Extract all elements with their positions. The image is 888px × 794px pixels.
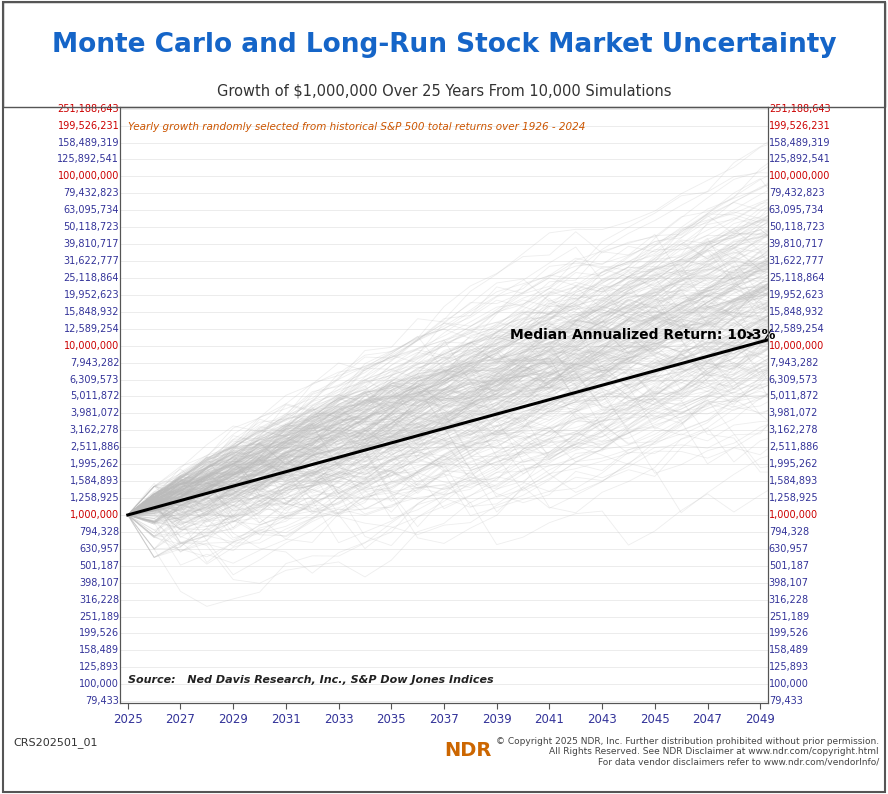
Text: 12,589,254: 12,589,254 (63, 324, 119, 333)
Text: 125,892,541: 125,892,541 (769, 155, 830, 164)
Text: 25,118,864: 25,118,864 (769, 273, 824, 283)
Text: 15,848,932: 15,848,932 (769, 306, 824, 317)
Text: 125,893: 125,893 (79, 662, 119, 673)
Text: 10,000,000: 10,000,000 (769, 341, 824, 351)
Text: 251,189: 251,189 (79, 611, 119, 622)
Text: 398,107: 398,107 (79, 578, 119, 588)
Text: 19,952,623: 19,952,623 (64, 290, 119, 300)
Text: 501,187: 501,187 (79, 561, 119, 571)
Text: 316,228: 316,228 (79, 595, 119, 604)
Text: 1,584,893: 1,584,893 (70, 476, 119, 486)
Text: 199,526: 199,526 (769, 629, 809, 638)
Text: 79,432,823: 79,432,823 (64, 188, 119, 198)
Text: 251,188,643: 251,188,643 (769, 104, 830, 114)
Text: 3,162,278: 3,162,278 (70, 426, 119, 435)
Text: 1,258,925: 1,258,925 (769, 493, 819, 503)
Text: 3,162,278: 3,162,278 (769, 426, 818, 435)
Text: Median Annualized Return: 10.3%: Median Annualized Return: 10.3% (510, 328, 775, 341)
Text: 1,995,262: 1,995,262 (70, 459, 119, 469)
Text: 199,526: 199,526 (79, 629, 119, 638)
Text: 100,000,000: 100,000,000 (769, 172, 830, 181)
Text: 1,258,925: 1,258,925 (69, 493, 119, 503)
Text: 10,000,000: 10,000,000 (64, 341, 119, 351)
Text: 5,011,872: 5,011,872 (769, 391, 818, 402)
Text: 50,118,723: 50,118,723 (64, 222, 119, 232)
Text: 1,584,893: 1,584,893 (769, 476, 818, 486)
Text: 12,589,254: 12,589,254 (769, 324, 825, 333)
Text: 158,489: 158,489 (769, 646, 809, 655)
Text: 5,011,872: 5,011,872 (70, 391, 119, 402)
Text: 125,892,541: 125,892,541 (58, 155, 119, 164)
Text: 1,000,000: 1,000,000 (70, 510, 119, 520)
Text: 125,893: 125,893 (769, 662, 809, 673)
Text: 158,489,319: 158,489,319 (58, 137, 119, 148)
Text: 100,000: 100,000 (79, 680, 119, 689)
Text: © Copyright 2025 NDR, Inc. Further distribution prohibited without prior permiss: © Copyright 2025 NDR, Inc. Further distr… (496, 737, 879, 767)
Text: 3,981,072: 3,981,072 (70, 408, 119, 418)
Text: 31,622,777: 31,622,777 (63, 256, 119, 266)
Text: 6,309,573: 6,309,573 (769, 375, 818, 384)
Text: 199,526,231: 199,526,231 (58, 121, 119, 130)
Text: Growth of $1,000,000 Over 25 Years From 10,000 Simulations: Growth of $1,000,000 Over 25 Years From … (217, 83, 671, 98)
Text: NDR: NDR (444, 741, 491, 760)
Text: CRS202501_01: CRS202501_01 (13, 737, 98, 748)
Text: 3,981,072: 3,981,072 (769, 408, 818, 418)
Text: 1,995,262: 1,995,262 (769, 459, 818, 469)
Text: 794,328: 794,328 (769, 527, 809, 537)
Text: 158,489: 158,489 (79, 646, 119, 655)
Text: 7,943,282: 7,943,282 (70, 357, 119, 368)
Text: 15,848,932: 15,848,932 (64, 306, 119, 317)
Text: 501,187: 501,187 (769, 561, 809, 571)
Text: 630,957: 630,957 (769, 544, 809, 554)
Text: 39,810,717: 39,810,717 (64, 239, 119, 249)
Text: 1,000,000: 1,000,000 (769, 510, 818, 520)
Text: 2,511,886: 2,511,886 (769, 442, 818, 453)
Text: 794,328: 794,328 (79, 527, 119, 537)
Text: 398,107: 398,107 (769, 578, 809, 588)
Text: 31,622,777: 31,622,777 (769, 256, 825, 266)
Text: Yearly growth randomly selected from historical S&P 500 total returns over 1926 : Yearly growth randomly selected from his… (128, 122, 585, 132)
Text: 199,526,231: 199,526,231 (769, 121, 830, 130)
Text: Source:   Ned Davis Research, Inc., S&P Dow Jones Indices: Source: Ned Davis Research, Inc., S&P Do… (128, 675, 493, 684)
Text: 39,810,717: 39,810,717 (769, 239, 824, 249)
Text: 100,000: 100,000 (769, 680, 809, 689)
Text: 79,432,823: 79,432,823 (769, 188, 824, 198)
Text: 63,095,734: 63,095,734 (64, 205, 119, 215)
Text: 63,095,734: 63,095,734 (769, 205, 824, 215)
Text: 100,000,000: 100,000,000 (58, 172, 119, 181)
Text: 2,511,886: 2,511,886 (70, 442, 119, 453)
Text: 6,309,573: 6,309,573 (70, 375, 119, 384)
Text: 25,118,864: 25,118,864 (64, 273, 119, 283)
Text: 19,952,623: 19,952,623 (769, 290, 824, 300)
Text: 630,957: 630,957 (79, 544, 119, 554)
Text: 7,943,282: 7,943,282 (769, 357, 818, 368)
Text: 158,489,319: 158,489,319 (769, 137, 830, 148)
Text: 50,118,723: 50,118,723 (769, 222, 824, 232)
Text: 316,228: 316,228 (769, 595, 809, 604)
Text: Monte Carlo and Long-Run Stock Market Uncertainty: Monte Carlo and Long-Run Stock Market Un… (52, 32, 836, 58)
Text: 251,188,643: 251,188,643 (58, 104, 119, 114)
Text: 79,433: 79,433 (769, 696, 803, 706)
Text: 79,433: 79,433 (85, 696, 119, 706)
Text: 251,189: 251,189 (769, 611, 809, 622)
